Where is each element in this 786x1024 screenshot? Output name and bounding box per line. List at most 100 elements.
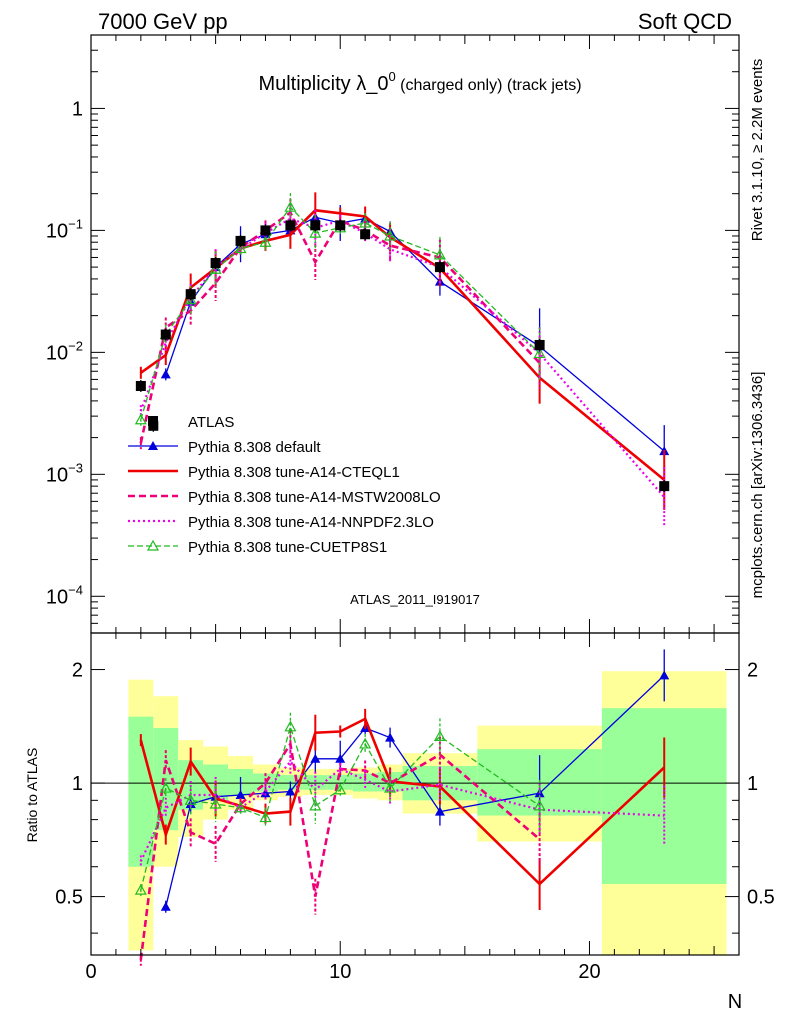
ratio-marker-cuetp8s1-5 bbox=[259, 811, 272, 823]
main-ytick-label-0: 10−4 bbox=[46, 582, 83, 608]
ratio-ytick-label-left-0: 0.5 bbox=[55, 887, 83, 909]
main-ytick-label-2: 10−2 bbox=[46, 338, 83, 364]
main-ytick-label-base: 10 bbox=[46, 586, 68, 608]
main-ytick-label-exp: −3 bbox=[68, 460, 83, 475]
main-marker-cuetp8s1-7 bbox=[309, 226, 322, 238]
main-marker-cuetp8s1-4 bbox=[234, 242, 247, 254]
ratio-ytick-label-right-2: 2 bbox=[747, 660, 758, 682]
main-ytick-label-base: 10 bbox=[46, 464, 68, 486]
main-marker-cuetp8s1-9 bbox=[359, 216, 372, 228]
ratio-marker-default-3 bbox=[235, 789, 246, 799]
ratio-ytick-label-right-1: 1 bbox=[747, 773, 758, 795]
main-data-point-13 bbox=[659, 481, 670, 492]
ratio-line-nnpdf bbox=[139, 759, 665, 862]
ratio-marker-cuetp8s1-10 bbox=[384, 781, 397, 793]
main-marker-cuetp8s1-3 bbox=[209, 263, 222, 274]
main-marker-cuetp8s1-2 bbox=[184, 293, 197, 305]
main-data-point-2 bbox=[160, 329, 171, 340]
main-marker-cuetp8s1-0 bbox=[134, 413, 147, 425]
ratio-line-mstw bbox=[139, 740, 541, 960]
xtick-label-2: 20 bbox=[578, 961, 600, 983]
main-data-point-9 bbox=[335, 220, 346, 231]
ratio-marker-default-5 bbox=[285, 786, 296, 796]
ratio-ytick-label-right-0: 0.5 bbox=[747, 887, 775, 909]
main-ytick-label-1: 10−3 bbox=[46, 460, 83, 486]
ratio-ytick-label-left-2: 2 bbox=[72, 660, 83, 682]
main-data-point-11 bbox=[434, 262, 445, 273]
ratio-marker-default-4 bbox=[260, 788, 271, 798]
ratio-marker-cuetp8s1-1 bbox=[159, 781, 172, 793]
x-axis-label: N bbox=[728, 991, 742, 1013]
header-right: Soft QCD bbox=[638, 9, 732, 34]
main-data-point-7 bbox=[285, 220, 296, 231]
header-left: 7000 GeV pp bbox=[98, 9, 228, 34]
main-marker-cuetp8s1-5 bbox=[259, 235, 272, 247]
legend-label-data: ATLAS bbox=[188, 414, 234, 431]
main-marker-default-0 bbox=[160, 369, 171, 379]
ratio-marker-cuetp8s1-7 bbox=[309, 799, 322, 811]
plot-title-main: Multiplicity λ_0 bbox=[258, 73, 388, 95]
ratio-marker-cuetp8s1-6 bbox=[284, 720, 297, 732]
main-marker-cuetp8s1-6 bbox=[284, 200, 297, 212]
ratio-marker-cuetp8s1-11 bbox=[433, 730, 446, 741]
ratio-uncertainty-bands bbox=[128, 671, 727, 955]
main-ytick-label-exp: −2 bbox=[68, 338, 83, 353]
legend-label-mstw: Pythia 8.308 tune-A14-MSTW2008LO bbox=[188, 489, 441, 506]
main-line-mstw bbox=[139, 210, 541, 444]
mcplots-label: mcplots.cern.ch [arXiv:1306.3436] bbox=[749, 372, 766, 599]
axes: 10−410−310−210−110.5 0.51 12 20 10 20 bbox=[46, 34, 775, 983]
main-marker-cuetp8s1-12 bbox=[533, 347, 546, 359]
ratio-marker-default-10 bbox=[434, 806, 445, 816]
ratio-ytick-label-left-1: 1 bbox=[72, 773, 83, 795]
main-ytick-label-base: 10 bbox=[46, 220, 68, 242]
xtick-label-1: 10 bbox=[329, 961, 351, 983]
main-ytick-label-exp: −4 bbox=[68, 582, 83, 597]
main-data-point-12 bbox=[534, 339, 545, 350]
main-data-point-3 bbox=[185, 289, 196, 300]
main-ytick-label-3: 10−1 bbox=[46, 216, 83, 242]
ratio-marker-default-0 bbox=[160, 901, 171, 911]
ratio-marker-cuetp8s1-12 bbox=[533, 799, 546, 811]
ratio-marker-default-6 bbox=[310, 753, 321, 763]
main-ytick-label-4: 1 bbox=[72, 98, 83, 120]
main-plot bbox=[134, 192, 670, 528]
ratio-marker-cuetp8s1-8 bbox=[334, 783, 347, 795]
ratio-marker-cuetp8s1-2 bbox=[184, 794, 197, 805]
main-data-point-10 bbox=[360, 229, 371, 240]
ratio-plot bbox=[91, 649, 739, 966]
rivet-label: Rivet 3.1.10, ≥ 2.2M events bbox=[749, 59, 766, 242]
plot-title: Multiplicity λ_00 (charged only) (track … bbox=[258, 69, 581, 95]
main-marker-cuetp8s1-11 bbox=[433, 248, 446, 260]
legend-label-cuetp8s1: Pythia 8.308 tune-CUETP8S1 bbox=[188, 539, 387, 556]
ratio-marker-default-12 bbox=[659, 670, 670, 680]
plot-title-sup: 0 bbox=[388, 69, 395, 84]
main-ytick-label-base: 10 bbox=[46, 342, 68, 364]
plot-title-tail: (charged only) (track jets) bbox=[396, 77, 582, 94]
main-data-point-5 bbox=[235, 235, 246, 246]
ratio-band-inner-7 bbox=[302, 775, 328, 790]
legend-marker-data bbox=[148, 416, 158, 426]
main-data-point-6 bbox=[260, 225, 271, 236]
main-data-point-4 bbox=[210, 258, 221, 269]
legend-marker-default bbox=[148, 441, 158, 450]
xtick-label-0: 0 bbox=[85, 961, 96, 983]
legend: ATLAS Pythia 8.308 default Pythia 8.308 tu… bbox=[128, 414, 441, 556]
main-ytick-label-exp: −1 bbox=[68, 216, 83, 231]
ratio-marker-default-9 bbox=[385, 732, 396, 742]
main-data-point-0 bbox=[135, 380, 146, 391]
ratio-marker-cuetp8s1-0 bbox=[134, 883, 147, 895]
legend-label-nnpdf: Pythia 8.308 tune-A14-NNPDF2.3LO bbox=[188, 514, 434, 531]
watermark: ATLAS_2011_I919017 bbox=[350, 592, 480, 607]
ratio-marker-default-7 bbox=[335, 753, 346, 763]
main-ytick-label-base: 1 bbox=[72, 98, 83, 120]
legend-marker-cuetp8s1 bbox=[146, 539, 160, 551]
main-data-point-8 bbox=[310, 220, 321, 231]
main-marker-cuetp8s1-10 bbox=[384, 229, 397, 241]
ratio-band-inner-8 bbox=[327, 775, 353, 790]
legend-label-cteql1: Pythia 8.308 tune-A14-CTEQL1 bbox=[188, 464, 400, 481]
ratio-marker-cuetp8s1-3 bbox=[209, 797, 222, 809]
ratio-marker-cuetp8s1-4 bbox=[234, 801, 247, 813]
legend-label-default: Pythia 8.308 default bbox=[188, 439, 321, 456]
ratio-marker-cuetp8s1-9 bbox=[359, 737, 372, 749]
